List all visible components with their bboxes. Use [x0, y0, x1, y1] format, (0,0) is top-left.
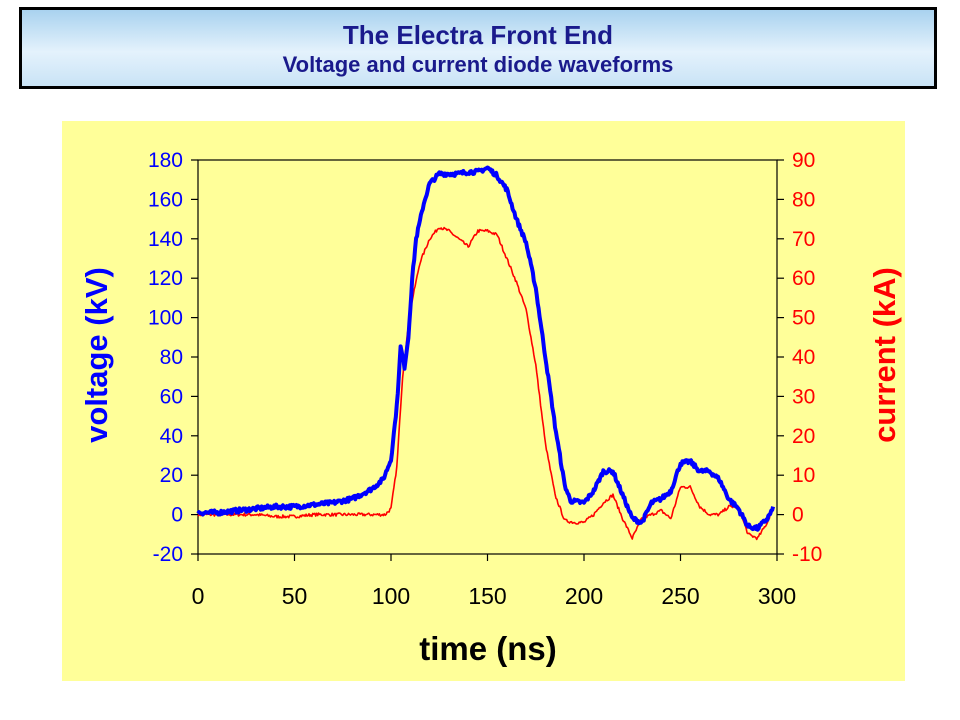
title-box: The Electra Front End Voltage and curren…: [19, 7, 937, 89]
y2-tick-label: 90: [792, 149, 815, 172]
x-tick-label: 250: [661, 583, 699, 609]
y-tick-label: 0: [171, 504, 183, 527]
y2-tick-label: 40: [792, 346, 815, 369]
x-tick-label: 200: [565, 583, 603, 609]
y-tick-label: 80: [160, 346, 183, 369]
y2-tick-label: 30: [792, 385, 815, 408]
x-tick-label: 150: [468, 583, 506, 609]
current-series-line: [197, 226, 774, 541]
y-tick-label: 40: [160, 425, 183, 448]
y2-tick-label: 20: [792, 425, 815, 448]
y2-tick-label: 10: [792, 464, 815, 487]
y-tick-label: 160: [148, 188, 183, 211]
y2-tick-label: 0: [792, 504, 804, 527]
y-tick-label: -20: [153, 543, 183, 566]
page-subtitle: Voltage and current diode waveforms: [282, 52, 674, 77]
y-tick-label: 120: [148, 267, 183, 290]
y2-tick-label: -10: [792, 543, 822, 566]
y-tick-label: 20: [160, 464, 183, 487]
y-tick-label: 180: [148, 149, 183, 172]
x-tick-label: 100: [372, 583, 410, 609]
y-tick-label: 140: [148, 228, 183, 251]
x-tick-label: 300: [758, 583, 796, 609]
y2-tick-label: 50: [792, 307, 815, 330]
y2-axis-label: current (kA): [867, 267, 902, 443]
y2-tick-label: 60: [792, 267, 815, 290]
y-tick-label: 60: [160, 385, 183, 408]
voltage-series-line: [196, 165, 776, 532]
plot-area: [197, 159, 778, 555]
y2-tick-label: 70: [792, 228, 815, 251]
page-title: The Electra Front End: [342, 20, 614, 50]
x-tick-label: 0: [192, 583, 205, 609]
y2-tick-label: 80: [792, 188, 815, 211]
y-tick-label: 100: [148, 307, 183, 330]
y-axis-label: voltage (kV): [79, 267, 114, 443]
x-axis-label: time (ns): [419, 630, 557, 667]
x-tick-label: 50: [282, 583, 308, 609]
